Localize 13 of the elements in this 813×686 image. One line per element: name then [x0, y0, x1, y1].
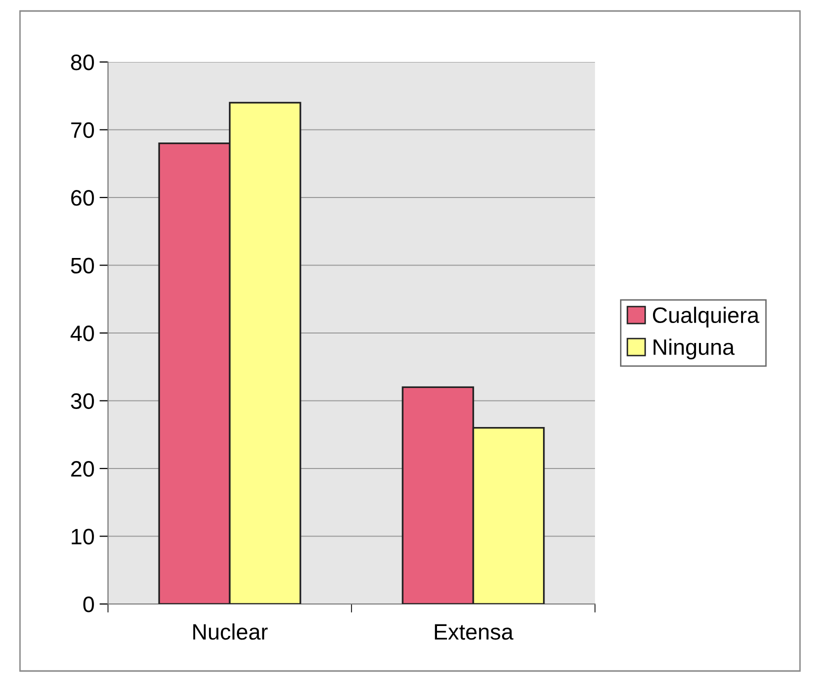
x-tick-label: Nuclear — [193, 623, 268, 640]
x-tick-label: Extensa — [434, 624, 514, 640]
legend-label: Cualquiera — [652, 306, 760, 328]
y-tick-label: 80 — [71, 54, 94, 70]
y-tick-label: 30 — [70, 393, 94, 410]
y-tick-label: 50 — [70, 258, 94, 274]
y-tick-label: 40 — [70, 326, 94, 342]
legend-label: Ninguna — [654, 338, 735, 360]
y-tick-label: 0 — [83, 596, 94, 612]
y-tick-label: 70 — [71, 122, 94, 138]
y-tick-label: 20 — [71, 461, 94, 477]
y-tick-label: 10 — [72, 528, 94, 545]
y-tick-label: 60 — [71, 190, 94, 206]
